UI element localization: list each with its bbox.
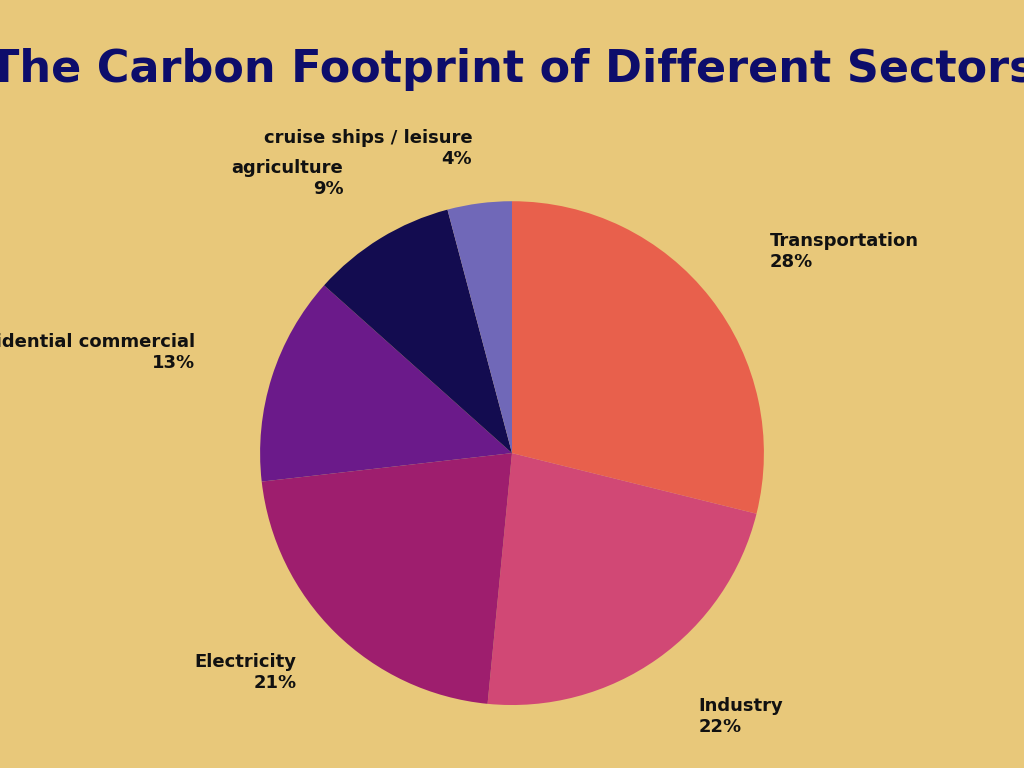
Wedge shape xyxy=(324,210,512,453)
Wedge shape xyxy=(447,201,512,453)
Text: cruise ships / leisure
4%: cruise ships / leisure 4% xyxy=(263,129,472,167)
Text: residential commercial
13%: residential commercial 13% xyxy=(0,333,196,372)
Text: The Carbon Footprint of Different Sectors: The Carbon Footprint of Different Sector… xyxy=(0,48,1024,91)
Wedge shape xyxy=(262,453,512,703)
Wedge shape xyxy=(260,286,512,482)
Wedge shape xyxy=(512,201,764,514)
Text: Transportation
28%: Transportation 28% xyxy=(770,232,919,271)
Text: Industry
22%: Industry 22% xyxy=(698,697,783,736)
Text: Electricity
21%: Electricity 21% xyxy=(195,653,297,691)
Text: agriculture
9%: agriculture 9% xyxy=(231,159,343,197)
Wedge shape xyxy=(487,453,757,705)
